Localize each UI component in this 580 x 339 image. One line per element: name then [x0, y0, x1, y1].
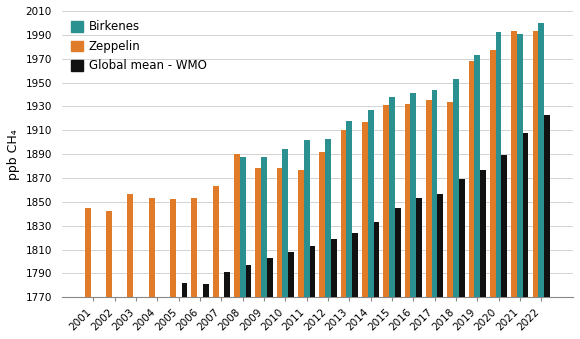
Bar [432, 90, 437, 297]
Bar [128, 194, 133, 297]
Bar [453, 79, 459, 297]
Bar [411, 93, 416, 297]
Bar [320, 152, 325, 297]
Bar [331, 239, 336, 297]
Bar [374, 222, 379, 297]
Legend: Birkenes, Zeppelin, Global mean - WMO: Birkenes, Zeppelin, Global mean - WMO [67, 17, 210, 76]
Bar [203, 284, 209, 297]
Bar [502, 155, 507, 297]
Bar [405, 104, 411, 297]
Bar [474, 55, 480, 297]
Bar [352, 233, 358, 297]
Bar [191, 198, 197, 297]
Bar [240, 157, 245, 297]
Bar [170, 199, 176, 297]
Bar [310, 246, 316, 297]
Bar [544, 115, 550, 297]
Bar [517, 34, 523, 297]
Bar [340, 130, 346, 297]
Bar [496, 33, 502, 297]
Y-axis label: ppb CH₄: ppb CH₄ [7, 129, 20, 180]
Bar [85, 208, 90, 297]
Bar [490, 50, 496, 297]
Bar [234, 154, 240, 297]
Bar [298, 170, 304, 297]
Bar [325, 139, 331, 297]
Bar [389, 97, 395, 297]
Bar [395, 208, 401, 297]
Bar [182, 283, 187, 297]
Bar [426, 100, 432, 297]
Bar [480, 170, 486, 297]
Bar [288, 252, 294, 297]
Bar [106, 212, 112, 297]
Bar [523, 133, 528, 297]
Bar [532, 31, 538, 297]
Bar [511, 31, 517, 297]
Bar [267, 258, 273, 297]
Bar [245, 265, 251, 297]
Bar [362, 122, 368, 297]
Bar [416, 198, 422, 297]
Bar [149, 198, 154, 297]
Bar [437, 194, 443, 297]
Bar [255, 168, 261, 297]
Bar [224, 272, 230, 297]
Bar [282, 149, 288, 297]
Bar [277, 168, 282, 297]
Bar [459, 179, 465, 297]
Bar [213, 186, 219, 297]
Bar [368, 110, 374, 297]
Bar [261, 157, 267, 297]
Bar [447, 102, 453, 297]
Bar [346, 121, 352, 297]
Bar [383, 105, 389, 297]
Bar [304, 140, 310, 297]
Bar [538, 23, 544, 297]
Bar [469, 61, 474, 297]
